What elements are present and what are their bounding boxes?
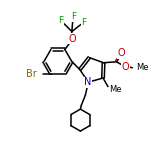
Text: O: O	[122, 62, 129, 72]
Text: F: F	[81, 18, 86, 27]
Text: O: O	[68, 33, 76, 43]
Text: O: O	[118, 48, 125, 58]
Text: F: F	[71, 12, 76, 21]
Text: F: F	[58, 16, 63, 25]
Text: N: N	[84, 77, 91, 87]
Text: Me: Me	[136, 63, 149, 72]
Text: Me: Me	[109, 85, 121, 94]
Text: Br: Br	[26, 69, 37, 79]
